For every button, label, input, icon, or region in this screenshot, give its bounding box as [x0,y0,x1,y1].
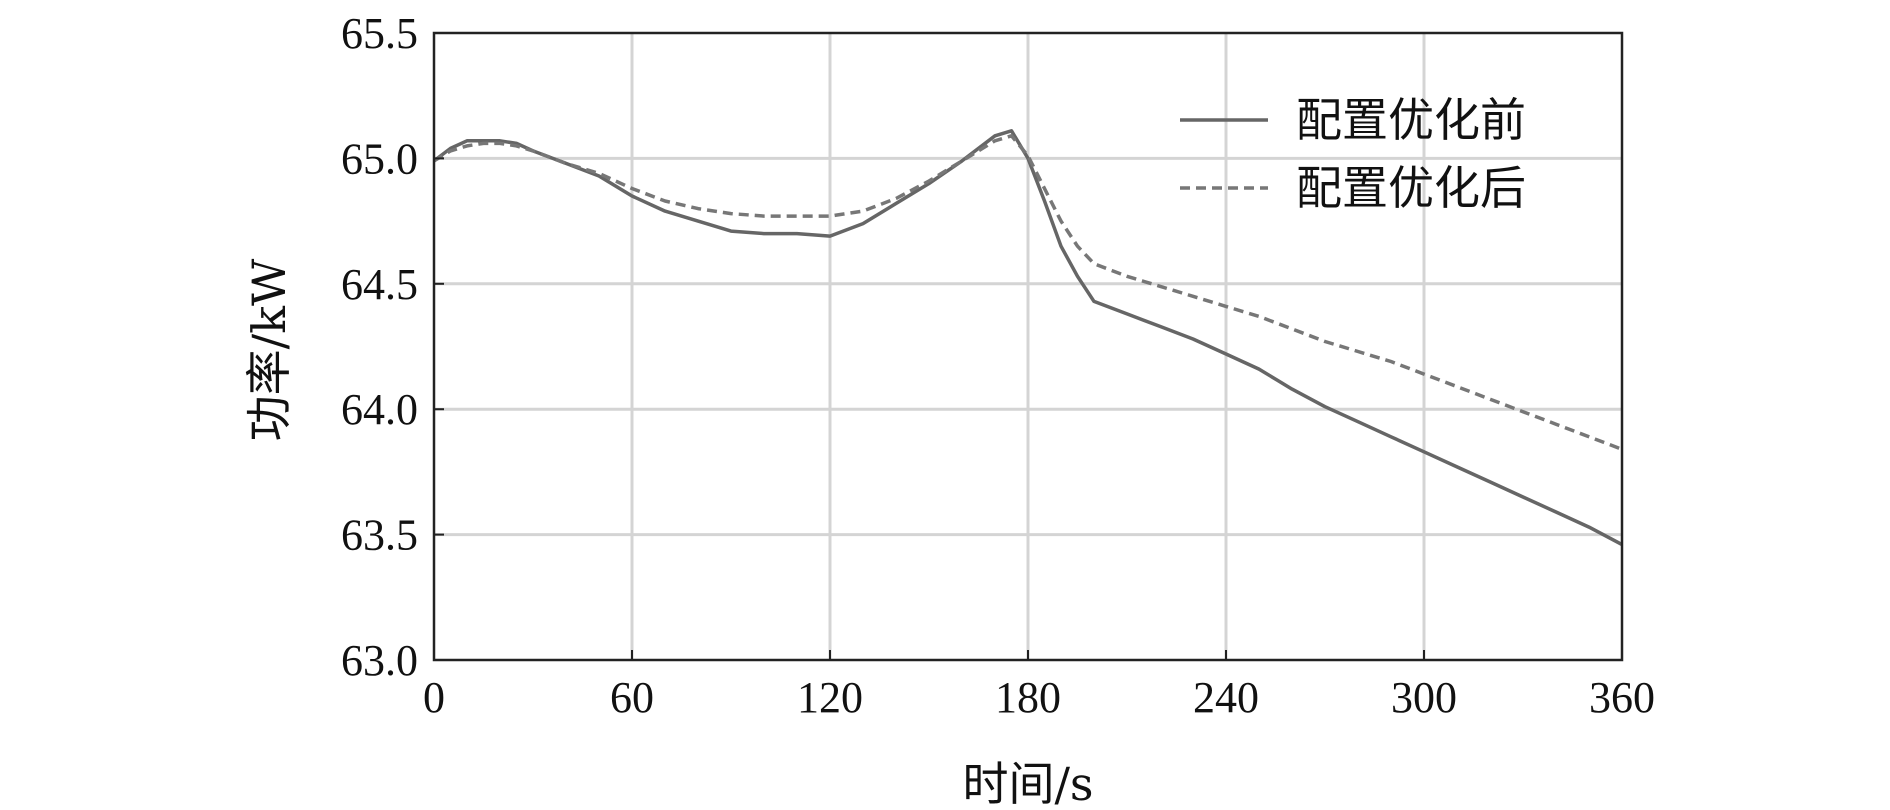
x-tick-label: 240 [1193,673,1259,722]
legend: 配置优化前 配置优化后 [1180,93,1526,215]
y-tick-label: 63.0 [341,636,418,685]
x-tick-label: 360 [1589,673,1655,722]
y-axis-label: 功率/kW [242,258,296,441]
y-tick-label: 65.5 [341,9,418,58]
x-axis-ticks: 0 60 120 180 240 300 360 [423,650,1655,722]
y-tick-label: 64.0 [341,385,418,434]
y-tick-label: 63.5 [341,511,418,560]
x-tick-label: 180 [995,673,1061,722]
series-line-1 [432,129,1623,547]
legend-label-series-1: 配置优化前 [1296,93,1526,147]
x-tick-label: 300 [1391,673,1457,722]
x-tick-label: 60 [610,673,654,722]
x-tick-label: 120 [797,673,863,722]
y-tick-label: 64.5 [341,260,418,309]
y-axis-ticks: 63.0 63.5 64.0 64.5 65.0 65.5 [341,9,444,685]
x-axis-label: 时间/s [962,757,1093,810]
legend-label-series-2: 配置优化后 [1296,161,1526,215]
x-tick-label: 0 [423,673,445,722]
y-tick-label: 65.0 [341,134,418,183]
series-lines [432,129,1623,547]
series-line-2 [433,134,1623,451]
